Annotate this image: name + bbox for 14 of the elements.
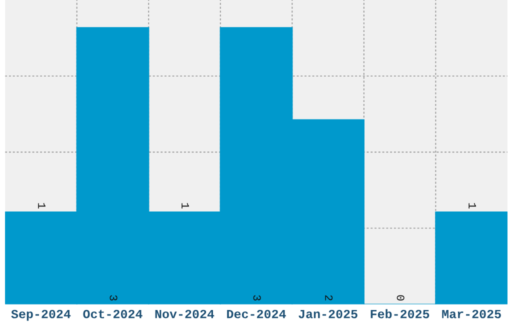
x-tick-label: Sep-2024 xyxy=(11,310,71,321)
data-label: 1 xyxy=(468,203,476,208)
data-label: 2 xyxy=(325,295,333,300)
data-label: 3 xyxy=(110,295,118,301)
x-tick-label: Jan-2025 xyxy=(298,310,358,318)
x-tick-label: Nov-2024 xyxy=(155,310,214,318)
data-label: 1 xyxy=(38,203,46,208)
x-tick-label: Oct-2024 xyxy=(83,310,142,318)
data-label: 0 xyxy=(396,295,404,301)
data-label: 3 xyxy=(253,295,261,301)
x-tick-label: Mar-2025 xyxy=(442,310,501,318)
data-label: 1 xyxy=(182,203,189,208)
x-tick-label: Feb-2025 xyxy=(370,309,430,318)
x-tick-label: Dec-2024 xyxy=(227,310,286,318)
